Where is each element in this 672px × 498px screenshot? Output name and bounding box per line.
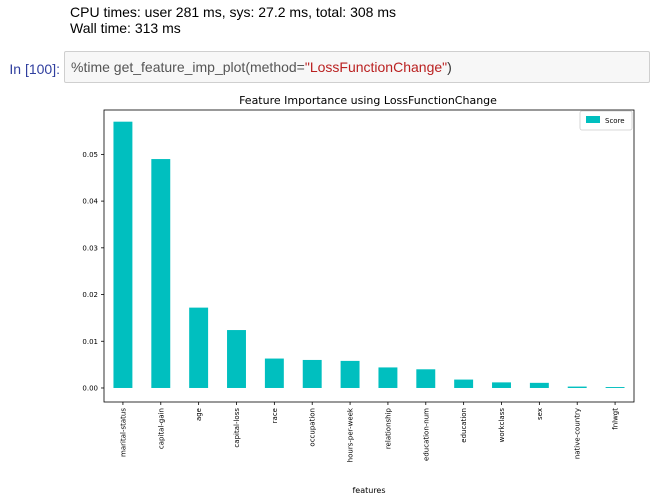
x-tick-label: workclass xyxy=(498,408,506,443)
bar-capital-loss xyxy=(227,330,246,388)
x-tick-label: fnlwgt xyxy=(612,408,620,430)
bar-marital-status xyxy=(113,121,133,388)
y-tick-label: 0.02 xyxy=(82,291,98,299)
bar-workclass xyxy=(492,382,511,388)
plot-frame xyxy=(103,109,635,403)
code-text-suffix: ) xyxy=(447,59,452,75)
bar-age xyxy=(189,307,209,388)
x-tick-label: relationship xyxy=(384,407,392,449)
x-tick-label: race xyxy=(271,408,279,423)
x-tick-label: age xyxy=(195,408,203,421)
bar-relationship xyxy=(378,367,398,388)
bar-race xyxy=(264,358,284,388)
chart-title: Feature Importance using LossFunctionCha… xyxy=(239,94,497,107)
bar-hours-per-week xyxy=(340,360,360,388)
legend-swatch xyxy=(586,116,600,123)
legend-label: Score xyxy=(605,117,625,125)
y-tick-label: 0.01 xyxy=(82,338,98,346)
bar-occupation xyxy=(302,359,322,388)
legend-frame xyxy=(579,110,633,131)
x-tick-label: hours-per-week xyxy=(347,407,355,462)
x-tick-label: capital-gain xyxy=(157,408,165,449)
previous-cell-output: CPU times: user 281 ms, sys: 27.2 ms, to… xyxy=(70,4,630,36)
code-cell-input[interactable]: %time get_feature_imp_plot(method="LossF… xyxy=(64,51,650,83)
chart-legend: Score xyxy=(579,110,633,131)
x-tick-label: education xyxy=(460,408,468,443)
y-tick-label: 0.03 xyxy=(82,244,98,252)
y-tick-label: 0.04 xyxy=(82,198,98,206)
x-axis-label: features xyxy=(352,486,385,495)
code-text-string: "LossFunctionChange" xyxy=(304,59,448,75)
wall-time-text: Wall time: 313 ms xyxy=(70,20,181,36)
y-tick-label: 0.00 xyxy=(82,384,98,392)
x-tick-label: education-num xyxy=(422,408,430,461)
cpu-times-text: CPU times: user 281 ms, sys: 27.2 ms, to… xyxy=(70,4,396,20)
input-prompt: In [100]: xyxy=(9,61,60,77)
feature-importance-chart: Feature Importance using LossFunctionCha… xyxy=(82,94,635,495)
bar-fnlwgt xyxy=(605,387,625,388)
x-tick-label: occupation xyxy=(309,408,317,447)
bar-capital-gain xyxy=(151,159,171,388)
bar-education xyxy=(454,379,474,388)
bar-native-country xyxy=(567,386,587,388)
bar-education-num xyxy=(416,369,436,388)
bar-sex xyxy=(529,382,549,388)
code-text-prefix: %time get_feature_imp_plot(method= xyxy=(71,59,305,75)
x-tick-label: marital-status xyxy=(119,408,127,457)
cell-output-area: Feature Importance using LossFunctionCha… xyxy=(64,90,664,498)
x-tick-label: capital-loss xyxy=(233,408,241,448)
y-tick-label: 0.05 xyxy=(82,151,98,159)
x-tick-label: sex xyxy=(536,408,544,420)
x-tick-label: native-country xyxy=(574,408,582,459)
